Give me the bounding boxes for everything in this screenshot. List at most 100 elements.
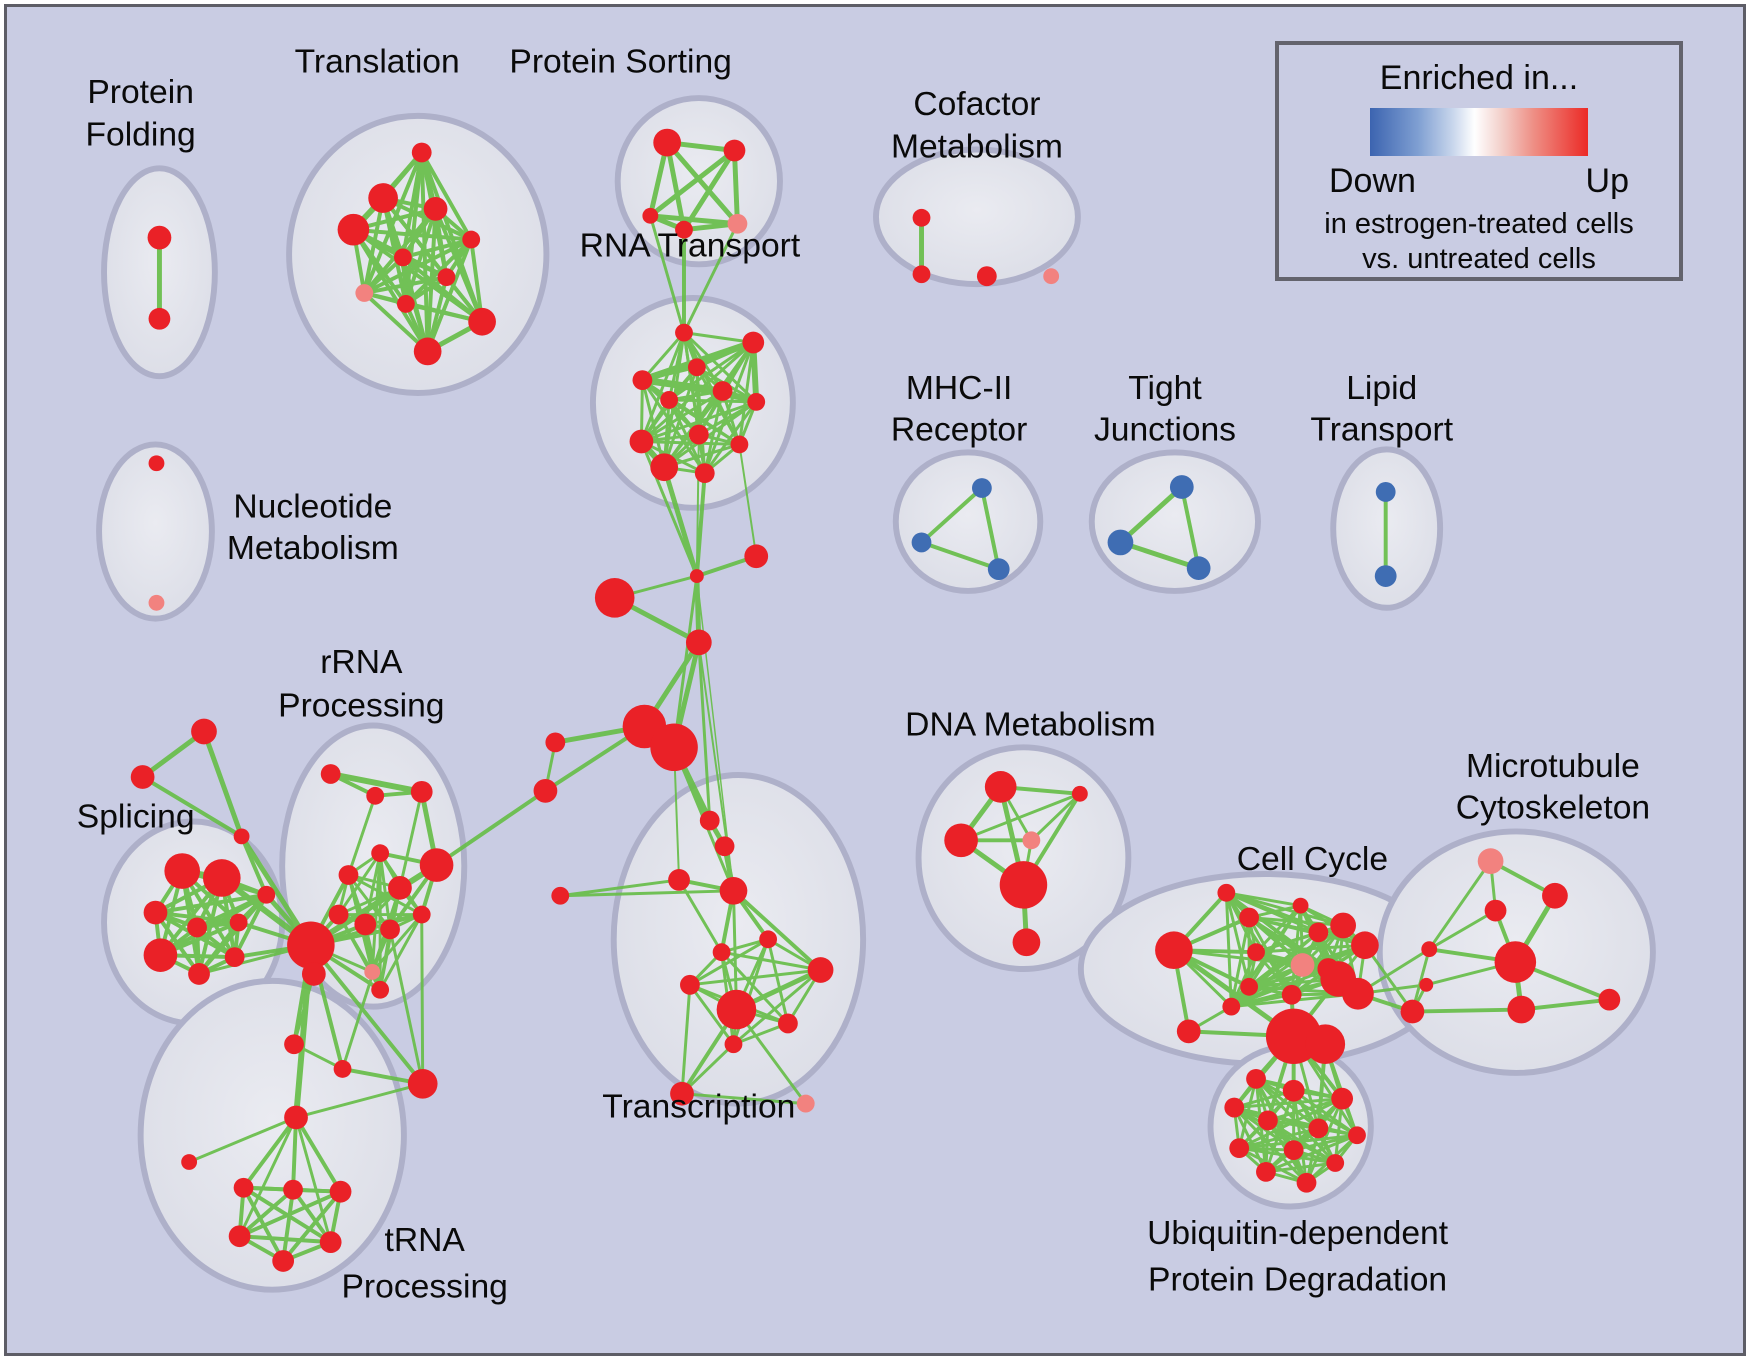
node-red	[1507, 995, 1536, 1024]
node-red	[742, 331, 765, 354]
node-red	[319, 1231, 342, 1254]
node-red	[912, 208, 931, 227]
node-red	[1330, 912, 1356, 939]
cluster-label-protein-folding: Protein	[87, 74, 194, 111]
edge	[1029, 792, 1082, 842]
legend-subtitle-line1: in estrogen-treated cells	[1324, 208, 1634, 241]
edge	[680, 1092, 808, 1106]
legend-box: Enriched in... Down Up in estrogen-treat…	[1275, 41, 1683, 281]
node-red	[1308, 1118, 1329, 1139]
node-red	[468, 307, 496, 336]
edge	[979, 486, 1001, 572]
node-red	[1484, 899, 1507, 922]
cluster-label-nucleotide-metabolism: Nucleotide	[233, 489, 392, 526]
edge	[1229, 950, 1258, 1009]
node-red	[1282, 1079, 1305, 1102]
node-red	[188, 963, 210, 985]
edge	[351, 227, 430, 354]
node-red	[371, 980, 390, 999]
node-red	[1351, 931, 1379, 960]
edge	[1179, 485, 1201, 571]
node-red	[380, 919, 400, 940]
node-red	[366, 786, 385, 805]
edge	[1247, 916, 1345, 927]
edge	[959, 792, 1082, 842]
edge	[682, 222, 739, 335]
cluster-label-splicing: Splicing	[77, 798, 195, 835]
node-red	[778, 1013, 798, 1034]
node-salmon	[1477, 848, 1504, 874]
node-red	[685, 629, 712, 656]
edge	[237, 1234, 333, 1245]
network-diagram: Protein Folding Translation Protein Sorting…	[77, 43, 1656, 1306]
edge	[378, 851, 392, 931]
node-red	[328, 904, 349, 925]
node-red	[419, 848, 454, 882]
edge	[434, 788, 548, 868]
cluster-label-ubiquitin-degradation: Protein Degradation	[1148, 1262, 1447, 1299]
edge	[1519, 997, 1612, 1012]
node-red	[437, 268, 456, 287]
node-red	[1542, 882, 1568, 909]
edge	[639, 331, 686, 443]
edge	[281, 1187, 296, 1263]
cluster-label-microtubule-cytoskeleton: Cytoskeleton	[1456, 790, 1650, 827]
node-red	[354, 913, 377, 936]
edge	[388, 927, 425, 1086]
edge	[158, 892, 269, 958]
edge	[640, 331, 686, 382]
edge	[433, 206, 485, 324]
edge	[327, 771, 425, 795]
node-red	[668, 869, 690, 891]
edge	[919, 540, 1001, 572]
edge	[688, 983, 735, 1046]
node-red	[1012, 928, 1041, 957]
edge	[681, 148, 737, 233]
edge	[1427, 859, 1493, 951]
node-red	[976, 266, 997, 287]
node-red	[337, 213, 370, 246]
node-red	[712, 943, 731, 962]
cluster-label-cell-cycle: Cell Cycle	[1237, 841, 1388, 878]
node-red	[1239, 907, 1260, 928]
cluster-ellipse-mhc-ii-receptor	[892, 449, 1044, 594]
node-red	[371, 844, 390, 863]
edge	[919, 486, 984, 545]
edge	[694, 471, 707, 579]
edge	[737, 341, 755, 446]
node-red	[675, 220, 693, 239]
node-red	[999, 861, 1048, 909]
cluster-label-trna-processing: Processing	[342, 1269, 508, 1306]
edge	[1264, 1161, 1337, 1174]
node-salmon	[1290, 953, 1315, 977]
edge	[667, 398, 741, 446]
node-red	[187, 917, 207, 938]
node-red	[594, 578, 635, 618]
edge	[1254, 930, 1320, 954]
edge	[667, 341, 755, 402]
node-red	[1155, 931, 1193, 969]
edge	[1254, 943, 1367, 954]
edge	[1172, 948, 1305, 967]
edge	[688, 968, 823, 987]
node-red	[1240, 977, 1259, 996]
node-blue	[1186, 556, 1211, 581]
node-blue	[1375, 482, 1396, 502]
node-red	[233, 1177, 254, 1198]
cluster-label-rna-transport: RNA Transport	[580, 227, 801, 264]
cluster-label-ubiquitin-degradation: Ubiquitin-dependent	[1147, 1215, 1449, 1252]
edge	[766, 937, 790, 1025]
node-red	[181, 1154, 198, 1170]
node-red	[650, 723, 698, 772]
node-red	[687, 358, 706, 377]
node-red	[944, 823, 978, 858]
node-red	[545, 732, 566, 753]
edge	[682, 331, 758, 404]
node-salmon	[796, 1094, 815, 1113]
node-red	[394, 248, 412, 267]
edge	[1292, 1133, 1359, 1152]
edge	[638, 376, 727, 395]
cluster-label-mhc-ii-receptor: Receptor	[891, 411, 1027, 448]
edge	[672, 574, 699, 749]
node-red	[1256, 1161, 1276, 1182]
